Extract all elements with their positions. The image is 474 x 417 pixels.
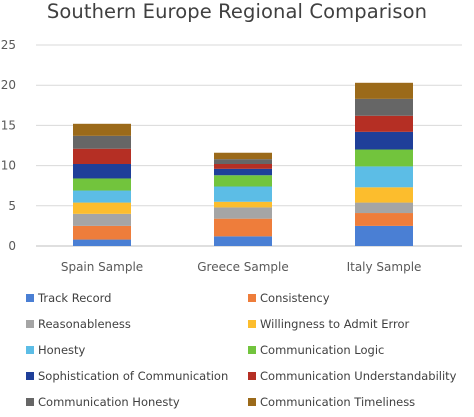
- bar-segment: [355, 131, 413, 150]
- bar-segment: [73, 213, 131, 226]
- bar-segment: [214, 159, 272, 164]
- legend-item: Track Record: [26, 291, 111, 305]
- x-tick-label: Spain Sample: [61, 260, 143, 274]
- bar-segment: [355, 202, 413, 214]
- y-axis-ticks: 0 5 10 15 20 25: [1, 38, 16, 253]
- legend-label: Track Record: [38, 291, 112, 305]
- legend-label: Honesty: [38, 343, 86, 357]
- legend-swatch: [248, 398, 256, 406]
- bar-segment: [355, 213, 413, 226]
- legend-item: Willingness to Admit Error: [248, 317, 409, 331]
- legend-label: Willingness to Admit Error: [260, 317, 410, 331]
- y-tick-label: 10: [1, 159, 16, 173]
- x-axis-ticks: Spain Sample Greece Sample Italy Sample: [61, 260, 422, 274]
- bar-segment: [73, 178, 131, 191]
- stacked-bar-chart: 0 5 10 15 20 25 Spain Sample Greece Sample Ital…: [1, 38, 462, 274]
- y-tick-label: 0: [8, 239, 16, 253]
- legend-swatch: [26, 294, 34, 302]
- bar-segment: [214, 152, 272, 160]
- bar-segment: [214, 236, 272, 246]
- bar-segment: [355, 98, 413, 116]
- legend-item: Sophistication of Communication: [26, 369, 228, 383]
- legend-item: Communication Honesty: [26, 395, 180, 409]
- legend-label: Communication Timeliness: [260, 395, 416, 409]
- bar-segment: [355, 115, 413, 132]
- bar-segment: [73, 239, 131, 246]
- bar-segment: [355, 82, 413, 99]
- legend-swatch: [248, 372, 256, 380]
- x-tick-label: Italy Sample: [347, 260, 422, 274]
- bar-segment: [214, 163, 272, 169]
- bar-segment: [73, 190, 131, 203]
- legend-item: Communication Timeliness: [248, 395, 415, 409]
- bar-segment: [73, 123, 131, 136]
- bar-segment: [355, 149, 413, 167]
- bar-segment: [214, 207, 272, 219]
- y-tick-label: 25: [1, 38, 16, 52]
- bar-segment: [214, 168, 272, 176]
- y-tick-label: 15: [1, 118, 16, 132]
- bar-segment: [73, 148, 131, 164]
- bar-segment: [214, 186, 272, 202]
- legend-swatch: [26, 372, 34, 380]
- bar-segment: [214, 218, 272, 237]
- bar-segment: [355, 187, 413, 203]
- legend-label: Reasonableness: [38, 317, 131, 331]
- legend-swatch: [248, 320, 256, 328]
- x-tick-label: Greece Sample: [197, 260, 289, 274]
- legend-label: Sophistication of Communication: [38, 369, 229, 383]
- legend-item: Consistency: [248, 291, 330, 305]
- legend-item: Honesty: [26, 343, 85, 357]
- legend-swatch: [26, 398, 34, 406]
- legend-item: Reasonableness: [26, 317, 131, 331]
- legend-label: Communication Honesty: [38, 395, 180, 409]
- bar-segment: [73, 163, 131, 179]
- bars: [73, 82, 413, 246]
- y-tick-label: 5: [8, 199, 16, 213]
- legend-label: Communication Logic: [260, 343, 385, 357]
- bar-segment: [355, 225, 413, 246]
- legend-swatch: [26, 346, 34, 354]
- bar-segment: [73, 135, 131, 149]
- bar-segment: [214, 201, 272, 208]
- legend-swatch: [248, 346, 256, 354]
- legend-swatch: [248, 294, 256, 302]
- legend-label: Communication Understandability: [260, 369, 457, 383]
- legend-label: Consistency: [260, 291, 330, 305]
- chart-title: Southern Europe Regional Comparison: [46, 0, 428, 23]
- bar-segment: [355, 166, 413, 188]
- y-tick-label: 20: [1, 78, 16, 92]
- bar-segment: [73, 202, 131, 214]
- legend-item: Communication Understandability: [248, 369, 457, 383]
- legend-swatch: [26, 320, 34, 328]
- legend-item: Communication Logic: [248, 343, 384, 357]
- bar-segment: [73, 225, 131, 240]
- bar-segment: [214, 175, 272, 187]
- legend: Track Record Consistency Reasonableness Wil…: [0, 286, 474, 417]
